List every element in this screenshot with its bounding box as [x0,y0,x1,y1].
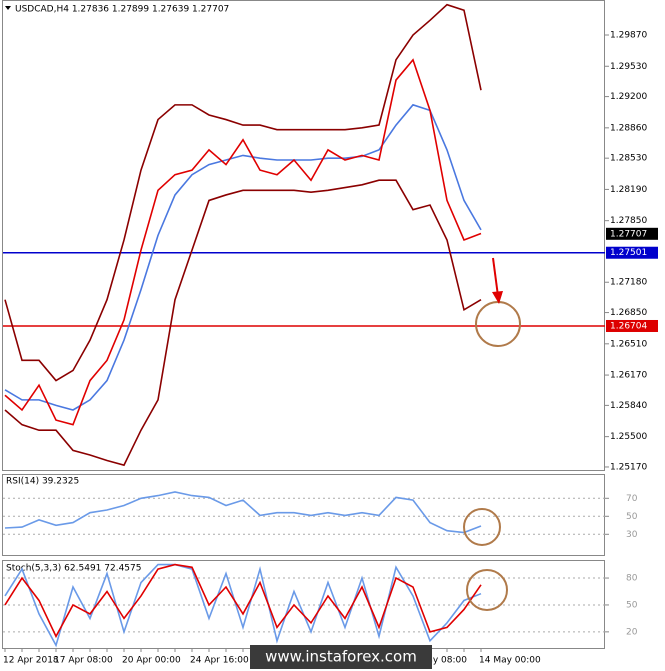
x-tick-label: 17 Apr 08:00 [54,656,113,666]
watermark-box [250,645,432,669]
y-tick-label: 1.25840 [610,401,647,411]
stoch-title: Stoch(5,3,3) 62.5491 72.4575 [6,564,141,574]
price-marker [606,227,658,240]
plots: 1.29870 1.29530 1.29200 1.28860 1.28530 1.281… [3,3,658,652]
level-label: 1.27501 [610,248,647,258]
y-tick-label: 1.26850 [610,308,647,318]
y-tick-label: 1.29200 [610,92,647,102]
y-tick-label: 1.28190 [610,185,647,195]
y-tick-label: 1.28530 [610,154,647,164]
rsi-panel-frame [2,474,605,556]
y-tick-label: 70 [626,494,638,504]
x-tick-label: 9 May 08:00 [411,656,467,666]
series-line [4,3,482,382]
y-tick-label: 1.26170 [610,371,647,381]
annotation-circle [463,508,501,546]
watermark: www.instaforex.com [265,648,417,666]
price-panel-frame [2,0,605,471]
rsi-title: RSI(14) 39.2325 [6,477,79,487]
series-line [4,563,482,648]
x-tick-label: 14 May 00:00 [479,656,541,666]
y-tick-label: 1.26510 [610,339,647,349]
y-tick-label: 1.25170 [610,462,647,472]
symbol-marker [5,6,11,10]
x-tick-label: 12 Apr 2018 [3,656,59,666]
y-tick-label: 1.25500 [610,432,647,442]
y-tick-label: 50 [626,600,638,610]
y-tick-label: 1.28860 [610,123,647,133]
x-tick-label: 20 Apr 00:00 [122,656,181,666]
annotation-circle [466,569,508,611]
y-tick-label: 20 [626,627,638,637]
series-line [4,103,482,411]
y-tick-label: 30 [626,530,638,540]
y-tick-label: 1.27180 [610,278,647,288]
series-line [4,563,482,639]
series-line [4,179,482,467]
level-label-box [606,246,658,259]
chart-title: USDCAD,H4 1.27836 1.27899 1.27639 1.2770… [15,5,229,15]
annotation-arrowhead [492,291,503,304]
series-line [4,58,482,426]
y-tick-label: 1.29530 [610,62,647,72]
x-tick-label: 24 Apr 16:00 [190,656,249,666]
series-line [4,491,482,534]
y-tick-label: 80 [626,574,638,584]
y-tick-label: 50 [626,512,638,522]
level-label-box [606,319,658,332]
annotation-arrow [492,257,499,297]
price-marker-label: 1.27707 [610,229,647,239]
y-tick-label: 1.29870 [610,31,647,41]
y-tick-label: 1.27850 [610,216,647,226]
level-label: 1.26704 [610,321,647,331]
